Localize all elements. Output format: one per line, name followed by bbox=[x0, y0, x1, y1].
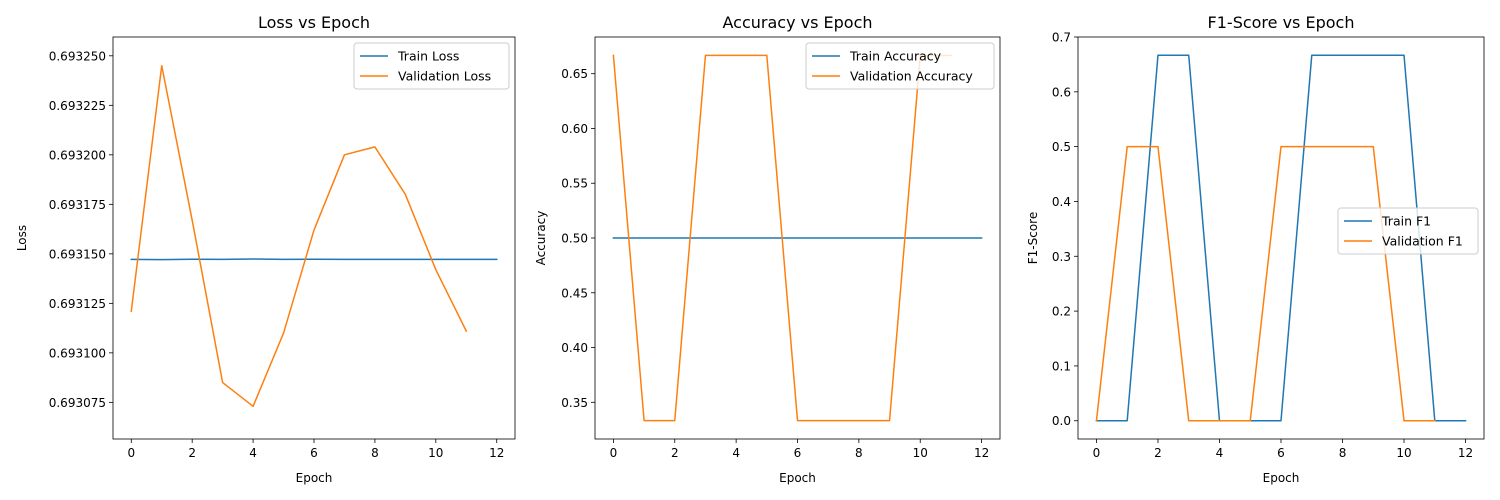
y-tick-label: 0.65 bbox=[561, 67, 588, 81]
y-tick-label: 0.2 bbox=[1052, 305, 1071, 319]
y-tick-label: 0.693250 bbox=[49, 49, 106, 63]
y-tick-label: 0.50 bbox=[561, 232, 588, 246]
legend-entry: Validation F1 bbox=[1382, 234, 1463, 249]
x-axis-label: Epoch bbox=[1263, 471, 1300, 485]
y-tick-label: 0.45 bbox=[561, 286, 588, 300]
x-tick-label: 4 bbox=[732, 446, 740, 460]
x-tick-label: 4 bbox=[249, 446, 257, 460]
series-line-2 bbox=[1095, 145, 1436, 422]
y-tick-label: 0.693150 bbox=[49, 247, 106, 261]
x-tick-label: 6 bbox=[310, 446, 318, 460]
x-tick-label: 10 bbox=[913, 446, 928, 460]
legend-box bbox=[1337, 207, 1479, 255]
legend: Train Accuracy Validation Accuracy bbox=[805, 42, 995, 90]
y-tick-label: 0.0 bbox=[1052, 414, 1071, 428]
y-axis-label: F1-Score bbox=[1026, 212, 1040, 264]
y-tick-label: 0.1 bbox=[1052, 359, 1071, 373]
y-tick-label: 0.693100 bbox=[49, 346, 106, 360]
series-line-2 bbox=[130, 64, 468, 408]
x-tick-label: 6 bbox=[794, 446, 802, 460]
legend-entry: Train Loss bbox=[397, 49, 459, 64]
x-tick-label: 8 bbox=[371, 446, 379, 460]
x-tick-label: 12 bbox=[974, 446, 989, 460]
y-tick-label: 0.6 bbox=[1052, 85, 1071, 99]
y-tick-label: 0.693200 bbox=[49, 148, 106, 162]
x-tick-label: 10 bbox=[428, 446, 443, 460]
legend-entry: Train Accuracy bbox=[849, 49, 942, 64]
y-tick-label: 0.693175 bbox=[49, 198, 106, 212]
x-tick-label: 4 bbox=[1216, 446, 1224, 460]
x-tick-label: 6 bbox=[1277, 446, 1285, 460]
series-line-1 bbox=[130, 258, 498, 261]
y-axis-label: Loss bbox=[15, 225, 29, 251]
legend: Train F1 Validation F1 bbox=[1337, 207, 1479, 255]
y-tick-label: 0.5 bbox=[1052, 140, 1071, 154]
y-tick-label: 0.35 bbox=[561, 396, 588, 410]
legend: Train Loss Validation Loss bbox=[353, 42, 510, 90]
series-line-2 bbox=[612, 54, 952, 422]
legend-entry: Validation Accuracy bbox=[850, 69, 973, 84]
chart-title: F1-Score vs Epoch bbox=[1208, 13, 1355, 32]
chart-panel-3: 0 2 4 6 8 10 12 0.0 0.1 0.2 0.3 0.4 0.5 0.6 0.7 F1-Scor… bbox=[1026, 13, 1485, 485]
y-tick-label: 0.40 bbox=[561, 341, 588, 355]
chart-panel-1: 0 2 4 6 8 10 12 0.693075 0.693100 0.693125 0.69315… bbox=[15, 13, 516, 485]
chart-panel-2: 0 2 4 6 8 10 12 0.35 0.40 0.45 0.50 0.55 0.60 0.65 Acc… bbox=[534, 13, 1001, 485]
x-tick-label: 12 bbox=[1458, 446, 1473, 460]
y-tick-label: 0.693075 bbox=[49, 396, 106, 410]
axes-frame bbox=[112, 36, 516, 440]
chart-title: Loss vs Epoch bbox=[258, 13, 370, 32]
legend-entry: Validation Loss bbox=[398, 69, 491, 84]
y-tick-label: 0.693125 bbox=[49, 297, 106, 311]
y-tick-label: 0.60 bbox=[561, 122, 588, 136]
y-tick-label: 0.3 bbox=[1052, 250, 1071, 264]
x-axis-label: Epoch bbox=[296, 471, 333, 485]
x-tick-label: 2 bbox=[671, 446, 679, 460]
y-tick-label: 0.55 bbox=[561, 177, 588, 191]
x-axis-label: Epoch bbox=[779, 471, 816, 485]
x-tick-label: 0 bbox=[610, 446, 618, 460]
legend-box bbox=[805, 42, 995, 90]
x-tick-label: 10 bbox=[1396, 446, 1411, 460]
x-tick-label: 12 bbox=[489, 446, 504, 460]
x-tick-label: 0 bbox=[127, 446, 135, 460]
x-tick-label: 2 bbox=[1154, 446, 1162, 460]
y-tick-label: 0.693225 bbox=[49, 99, 106, 113]
x-tick-label: 0 bbox=[1093, 446, 1101, 460]
legend-box bbox=[353, 42, 510, 90]
legend-entry: Train F1 bbox=[1381, 214, 1431, 229]
x-tick-label: 8 bbox=[1339, 446, 1347, 460]
y-tick-label: 0.7 bbox=[1052, 31, 1071, 45]
chart-title: Accuracy vs Epoch bbox=[722, 13, 872, 32]
y-axis-label: Accuracy bbox=[534, 211, 548, 266]
x-tick-label: 2 bbox=[188, 446, 196, 460]
x-tick-label: 8 bbox=[855, 446, 863, 460]
series-line-1 bbox=[1095, 54, 1467, 422]
y-tick-label: 0.4 bbox=[1052, 195, 1071, 209]
